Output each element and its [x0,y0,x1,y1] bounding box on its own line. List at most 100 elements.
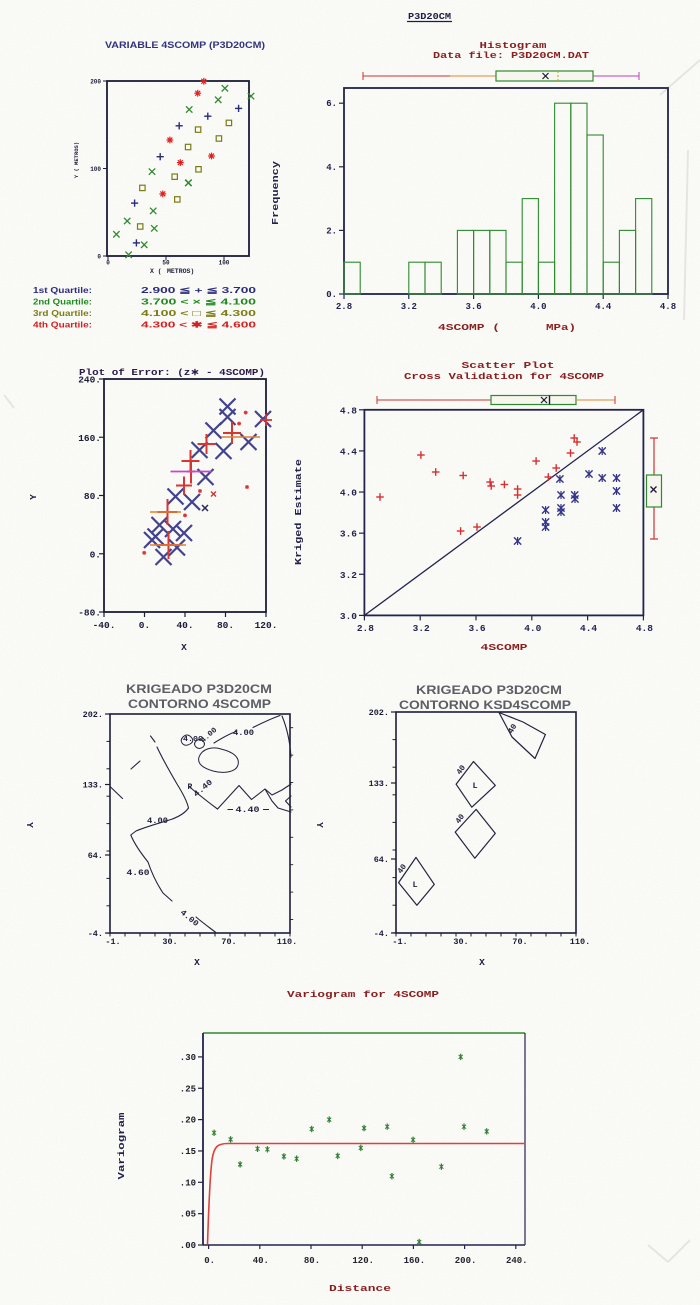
svg-text:.20: .20 [180,1116,196,1126]
svg-text:Distance: Distance [329,1283,391,1294]
svg-text:240.: 240. [506,1256,528,1266]
svg-text:40: 40 [507,723,520,736]
svg-text:Data file: P3D20CM.DAT: Data file: P3D20CM.DAT [433,50,589,61]
svg-text:-1.: -1. [105,937,120,947]
svg-text:X: X [194,957,200,968]
svg-text:4.0: 4.0 [530,302,546,312]
svg-text:-1.: -1. [392,937,407,947]
svg-text:40.: 40. [253,1256,269,1266]
svg-text:Y: Y [314,822,325,828]
svg-text:4.4: 4.4 [595,302,612,312]
svg-text:MPa): MPa) [546,322,576,333]
svg-text:CONTORNO KSD4SCOMP: CONTORNO KSD4SCOMP [399,698,571,712]
svg-text:200: 200 [90,79,101,86]
svg-text:4.0: 4.0 [524,623,541,634]
svg-text:4.0: 4.0 [340,488,357,499]
svg-text:-4.: -4. [88,929,103,939]
svg-text:4.8: 4.8 [660,302,676,312]
svg-text:.05: .05 [180,1210,196,1220]
svg-text:0: 0 [106,260,110,267]
svg-text:0: 0 [97,254,101,261]
svg-text:.15: .15 [180,1147,196,1157]
svg-text:-40.: -40. [93,620,116,631]
svg-text:3rd Quartile:: 3rd Quartile: [33,308,92,318]
svg-text:3.6: 3.6 [468,623,485,634]
svg-text:133.: 133. [369,779,389,789]
svg-text:3.0: 3.0 [340,611,357,622]
svg-text:Y: Y [24,822,35,828]
svg-text:.25: .25 [180,1084,196,1094]
svg-text:160.: 160. [404,1256,426,1266]
svg-text:X (: X ( [150,268,162,275]
svg-text:80.: 80. [304,1256,320,1266]
svg-text:4.: 4. [326,163,337,173]
svg-text:4.00: 4.00 [233,729,254,738]
svg-text:0.: 0. [90,549,101,560]
svg-text:METROS): METROS) [167,268,194,275]
svg-text:Cross Validation for 4SCOMP: Cross Validation for 4SCOMP [404,371,604,382]
svg-text:80.: 80. [217,620,234,631]
svg-text:Kriged Estimate: Kriged Estimate [294,459,304,565]
svg-text:R: R [188,783,193,792]
svg-text:3.2: 3.2 [340,570,357,581]
svg-text:202.: 202. [369,708,389,718]
svg-text:30.: 30. [453,937,468,947]
svg-text:100: 100 [90,166,101,173]
svg-text:2.900 ≦ + ≦ 3.700: 2.900 ≦ + ≦ 3.700 [141,285,256,295]
svg-text:80.: 80. [84,491,101,502]
svg-text:64.: 64. [88,851,103,861]
svg-text:KRIGEADO P3D20CM: KRIGEADO P3D20CM [126,682,272,696]
svg-text:3.6: 3.6 [465,302,481,312]
svg-text:X: X [479,957,485,968]
svg-text:70.: 70. [512,937,527,947]
svg-text:2nd Quartile:: 2nd Quartile: [33,297,92,307]
svg-text:Histogram: Histogram [480,40,547,51]
svg-text:0.: 0. [326,290,337,300]
svg-text:160.: 160. [78,433,101,444]
svg-text:2.: 2. [326,226,337,236]
svg-text:50: 50 [162,260,170,267]
svg-text:4.8: 4.8 [340,405,357,416]
svg-text:0.: 0. [204,1256,215,1266]
svg-text:4.100 < □ ≦ 4.300: 4.100 < □ ≦ 4.300 [141,308,256,318]
svg-text:Frequency: Frequency [271,160,281,225]
svg-text:6.: 6. [326,99,337,109]
svg-text:3.2: 3.2 [401,302,417,312]
svg-text:4.00: 4.00 [183,736,204,744]
svg-text:Scatter Plot: Scatter Plot [462,360,555,371]
svg-text:.10: .10 [180,1178,196,1188]
svg-text:4.300 < ✱ ≦ 4.600: 4.300 < ✱ ≦ 4.600 [141,320,256,330]
svg-text:.30: .30 [180,1053,196,1063]
svg-text:4.8: 4.8 [636,623,653,634]
svg-text:110.: 110. [277,937,297,947]
svg-text:1st Quartile:: 1st Quartile: [33,285,92,295]
svg-text:L: L [413,880,418,890]
svg-text:0.: 0. [139,620,150,631]
svg-text:3.2: 3.2 [413,623,430,634]
svg-text:240.: 240. [78,375,101,386]
svg-text:Variogram: Variogram [117,1112,127,1180]
svg-text:4.4: 4.4 [340,446,357,457]
svg-text:4SCOMP (: 4SCOMP ( [438,322,500,333]
svg-text:VARIABLE 4SCOMP (P3D20CM): VARIABLE 4SCOMP (P3D20CM) [105,40,265,50]
svg-text:L: L [472,781,477,791]
svg-text:4th Quartile:: 4th Quartile: [33,320,92,330]
svg-text:133.: 133. [83,781,103,791]
svg-text:4.00: 4.00 [147,817,168,826]
svg-text:X: X [181,642,187,653]
svg-text:202.: 202. [83,710,103,720]
svg-text:3.6: 3.6 [340,529,357,540]
svg-text:30.: 30. [162,937,177,947]
svg-text:Y ( METROS): Y ( METROS) [73,142,80,178]
svg-text:4SCOMP: 4SCOMP [481,642,528,653]
svg-text:40.: 40. [176,620,193,631]
svg-text:200.: 200. [455,1256,477,1266]
svg-text:4.40: 4.40 [236,805,260,815]
svg-text:64.: 64. [374,855,389,865]
svg-text:P3D20CM: P3D20CM [408,12,451,22]
svg-text:4.4: 4.4 [580,623,597,634]
svg-text:70.: 70. [221,937,236,947]
svg-text:110.: 110. [570,937,590,947]
svg-text:120.: 120. [352,1256,374,1266]
svg-text:4.60: 4.60 [127,869,150,878]
